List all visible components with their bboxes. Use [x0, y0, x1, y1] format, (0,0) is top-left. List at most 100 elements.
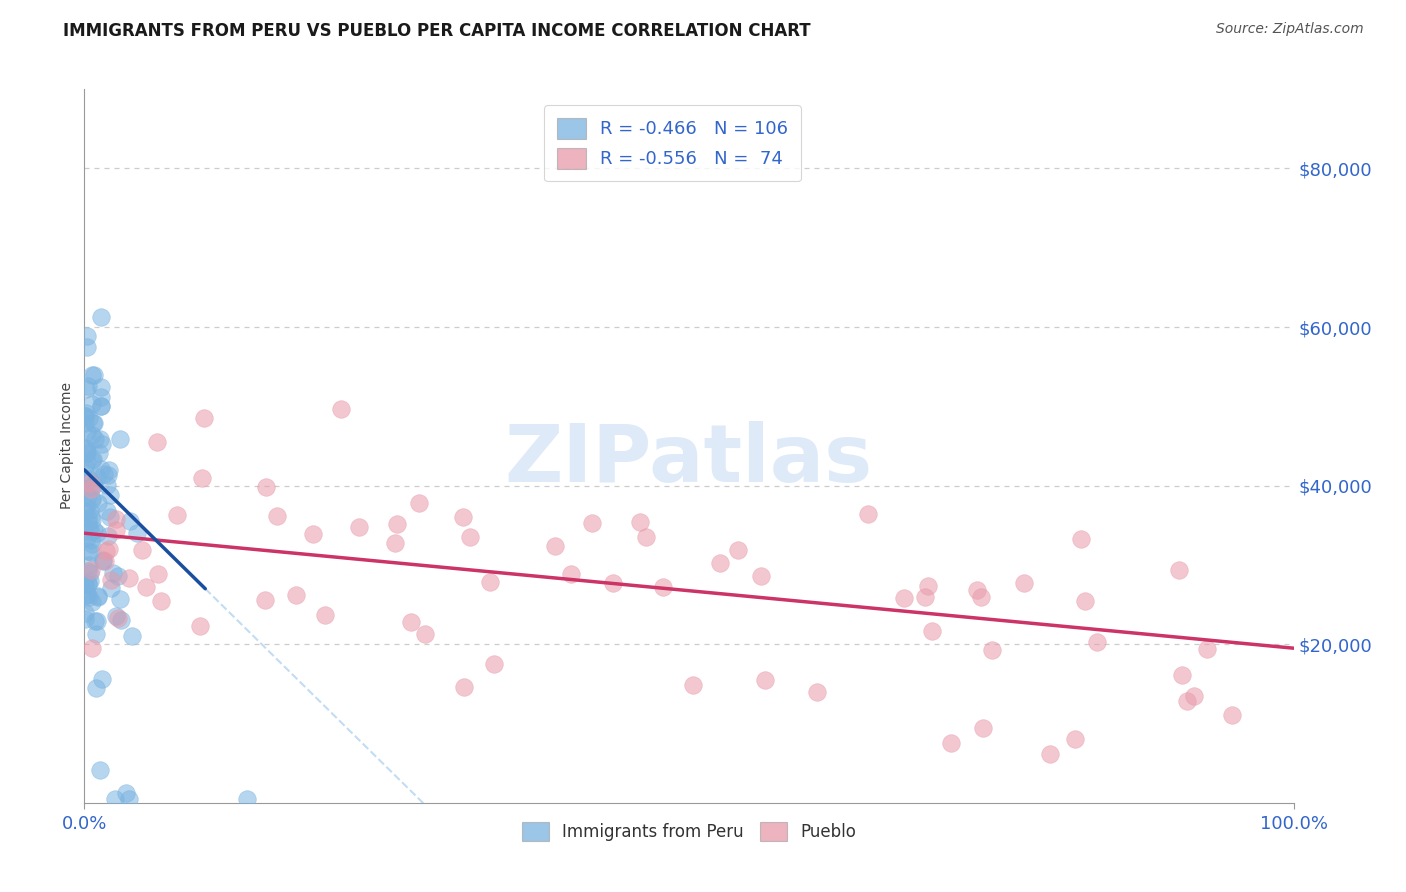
Point: [135, 580, 157, 594]
Point: [75, 458, 97, 473]
Point: [96, 544, 118, 558]
Point: [96, 478, 118, 492]
Point: [96, 504, 118, 518]
Point: [628, 516, 651, 530]
Point: [82, 416, 104, 430]
Point: [101, 566, 124, 580]
Point: [83, 478, 105, 492]
Point: [939, 736, 962, 750]
Point: [100, 581, 122, 595]
Point: [385, 516, 408, 531]
Point: [301, 527, 323, 541]
Point: [73, 482, 96, 496]
Point: [80, 483, 103, 497]
Point: [1014, 575, 1036, 590]
Point: [80, 641, 103, 656]
Point: [478, 574, 501, 589]
Point: [76, 511, 98, 525]
Point: [79, 503, 101, 517]
Point: [80, 396, 103, 410]
Point: [90, 399, 112, 413]
Point: [1222, 707, 1244, 722]
Point: [80, 563, 103, 577]
Point: [82, 595, 104, 609]
Point: [166, 508, 188, 522]
Point: [76, 455, 98, 469]
Point: [93, 467, 115, 482]
Point: [89, 763, 111, 777]
Point: [90, 310, 112, 325]
Point: [97, 463, 120, 477]
Point: [1074, 593, 1097, 607]
Point: [76, 531, 98, 545]
Point: [401, 615, 423, 629]
Point: [458, 530, 481, 544]
Point: [79, 475, 101, 490]
Point: [77, 522, 100, 536]
Point: [121, 629, 143, 643]
Point: [98, 509, 121, 524]
Point: [79, 509, 101, 524]
Point: [75, 441, 97, 455]
Point: [91, 552, 114, 566]
Point: [82, 452, 104, 467]
Point: [91, 672, 114, 686]
Point: [453, 680, 475, 694]
Point: [149, 594, 172, 608]
Point: [86, 591, 108, 605]
Point: [966, 582, 988, 597]
Point: [80, 491, 103, 505]
Point: [544, 539, 567, 553]
Point: [75, 405, 97, 419]
Point: [104, 792, 127, 806]
Point: [146, 435, 169, 450]
Point: [90, 437, 112, 451]
Point: [79, 590, 101, 604]
Point: [413, 627, 436, 641]
Point: [73, 416, 96, 430]
Point: [73, 409, 96, 423]
Point: [914, 590, 936, 604]
Point: [90, 399, 112, 413]
Point: [86, 470, 108, 484]
Point: [82, 452, 104, 467]
Point: [118, 792, 141, 806]
Point: [917, 578, 939, 592]
Point: [86, 614, 108, 628]
Point: [76, 446, 98, 460]
Point: [330, 402, 353, 417]
Point: [75, 471, 97, 485]
Point: [75, 500, 97, 514]
Point: [91, 554, 114, 568]
Point: [76, 515, 98, 529]
Point: [82, 428, 104, 442]
Point: [893, 591, 915, 605]
Point: [104, 608, 127, 623]
Point: [76, 564, 98, 578]
Point: [107, 611, 129, 625]
Point: [970, 590, 993, 604]
Point: [127, 526, 149, 541]
Point: [76, 544, 98, 558]
Point: [97, 467, 120, 482]
Point: [1182, 689, 1205, 703]
Point: [682, 678, 704, 692]
Point: [87, 446, 110, 460]
Point: [191, 470, 214, 484]
Point: [148, 567, 170, 582]
Text: IMMIGRANTS FROM PERU VS PUEBLO PER CAPITA INCOME CORRELATION CHART: IMMIGRANTS FROM PERU VS PUEBLO PER CAPIT…: [63, 22, 811, 40]
Point: [86, 589, 108, 603]
Point: [314, 608, 336, 623]
Point: [1070, 532, 1092, 546]
Point: [110, 613, 132, 627]
Point: [1175, 694, 1198, 708]
Point: [651, 580, 673, 594]
Point: [76, 444, 98, 458]
Point: [1171, 667, 1194, 681]
Point: [981, 642, 1004, 657]
Point: [602, 576, 624, 591]
Point: [1039, 747, 1062, 761]
Point: [90, 462, 112, 476]
Point: [1087, 635, 1109, 649]
Point: [105, 524, 128, 538]
